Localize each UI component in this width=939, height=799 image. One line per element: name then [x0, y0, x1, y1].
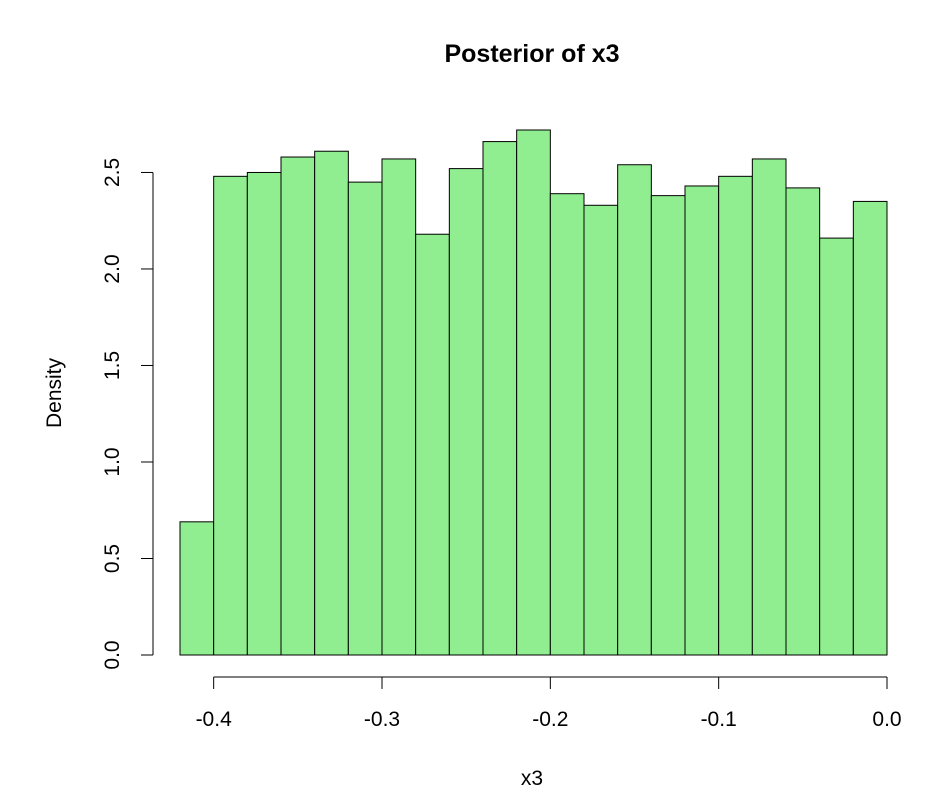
histogram-bar	[516, 129, 551, 656]
histogram-bar	[246, 171, 282, 656]
histogram-bar	[819, 237, 854, 656]
x-tick-label: 0.0	[872, 708, 901, 731]
histogram-bar	[314, 150, 349, 656]
y-tick-label: 2.0	[101, 254, 124, 283]
histogram-bars	[179, 129, 888, 656]
chart-title: Posterior of x3	[444, 40, 619, 68]
y-tick-label: 2.5	[101, 158, 124, 187]
x-tick-label: -0.1	[701, 708, 737, 731]
x-tick-label: -0.3	[364, 708, 400, 731]
x-axis-label: x3	[521, 767, 543, 790]
histogram-bar	[347, 181, 383, 656]
x-tick-label: -0.4	[196, 708, 233, 731]
y-tick-label: 0.5	[101, 544, 124, 573]
histogram-bar	[684, 185, 720, 656]
y-tick-label: 1.0	[101, 447, 124, 476]
histogram-bar	[415, 233, 450, 656]
y-axis: 0.0 0.5 1.0 1.5 2.0 2.5	[101, 158, 154, 670]
histogram-bar	[213, 175, 248, 656]
histogram-bar	[583, 204, 619, 656]
histogram-bar	[751, 158, 787, 656]
histogram-bar	[280, 156, 316, 656]
y-tick-label: 1.5	[101, 351, 124, 380]
histogram-bar	[381, 158, 417, 656]
x-tick-label: -0.2	[532, 708, 568, 731]
histogram-bar	[482, 141, 518, 656]
histogram-bar	[617, 164, 652, 656]
histogram-bar	[785, 187, 821, 656]
histogram-bar	[852, 200, 888, 656]
x-axis: -0.4 -0.3 -0.2 -0.1 0.0	[196, 676, 902, 731]
y-tick-label: 0.0	[101, 640, 124, 669]
histogram-bar	[650, 195, 686, 656]
histogram-bar	[549, 193, 585, 656]
y-axis-label: Density	[43, 357, 66, 428]
histogram-bar	[448, 168, 484, 656]
histogram-bar	[718, 175, 753, 656]
histogram-bar	[179, 521, 215, 656]
